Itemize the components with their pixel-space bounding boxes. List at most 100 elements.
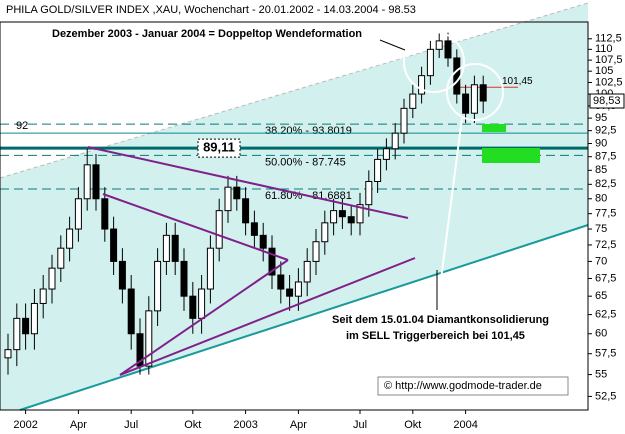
- trendline: [119, 257, 416, 376]
- y-tick-label: 87,5: [595, 151, 616, 163]
- trendline: [87, 146, 409, 219]
- candle-body: [30, 302, 38, 335]
- y-tick-label: 72,5: [595, 239, 616, 251]
- last-price-label: 98,53: [593, 95, 621, 107]
- y-tick-label: 102,5: [595, 76, 623, 88]
- level-label: 89,11: [203, 140, 235, 155]
- x-tick-label: Jul: [124, 419, 138, 431]
- y-tick-label: 62,5: [595, 308, 616, 320]
- target-zone: [482, 148, 540, 163]
- candle-body: [356, 204, 364, 224]
- candle-body: [268, 247, 276, 276]
- candle-body: [92, 164, 100, 200]
- candle-body: [171, 234, 179, 262]
- candle-body: [4, 349, 12, 359]
- candle-body: [162, 234, 170, 262]
- x-tick-label: Okt: [404, 419, 421, 431]
- candle-body: [198, 288, 206, 319]
- candle-body: [303, 260, 311, 283]
- x-tick-label: Okt: [184, 419, 201, 431]
- y-tick-label: 57,5: [595, 348, 616, 360]
- x-tick-label: 2004: [453, 419, 477, 431]
- annotation: im SELL Triggerbereich bei 101,45: [346, 330, 525, 342]
- fib-label: 38.20% - 93.8019: [265, 125, 352, 137]
- lower-channel-line: [19, 224, 589, 411]
- candle-body: [66, 228, 74, 249]
- highlight-circle: [446, 63, 504, 121]
- candle-body: [22, 317, 30, 335]
- y-tick-label: 105: [595, 65, 613, 77]
- y-tick-label: 75: [595, 223, 607, 235]
- level-label: 101,45: [502, 76, 533, 87]
- candle-body: [462, 93, 470, 114]
- candle-body: [74, 198, 82, 230]
- candle-body: [250, 222, 258, 236]
- candle-body: [479, 84, 487, 102]
- chart-title: PHILA GOLD/SILVER INDEX ,XAU, Wochenchar…: [6, 4, 416, 16]
- trendline: [119, 259, 289, 376]
- x-tick-label: Apr: [70, 419, 87, 431]
- candle-body: [338, 210, 346, 218]
- candle-body: [374, 158, 382, 182]
- candle-body: [48, 267, 56, 290]
- candle-body: [391, 132, 399, 150]
- y-tick-label: 60: [595, 328, 607, 340]
- y-tick-label: 70: [595, 255, 607, 267]
- candle-body: [453, 57, 461, 95]
- annotation: Dezember 2003 - Januar 2004 = Doppeltop …: [52, 28, 362, 40]
- candle-body: [57, 247, 65, 269]
- candle-body: [312, 241, 320, 262]
- level-label: 92: [16, 120, 28, 132]
- candle-body: [321, 222, 329, 243]
- candle-body: [145, 310, 153, 367]
- target-zone: [482, 124, 506, 132]
- annotation: Seit dem 15.01.04 Diamantkonsolidierung: [332, 314, 549, 326]
- y-tick-label: 95: [595, 112, 607, 124]
- candle-body: [365, 180, 373, 206]
- candle-body: [39, 288, 47, 304]
- candle-body: [435, 40, 443, 50]
- candle-body: [233, 186, 241, 200]
- y-tick-label: 55: [595, 368, 607, 380]
- candle-body: [127, 288, 135, 335]
- candle-body: [215, 210, 223, 249]
- pointer: [436, 117, 463, 311]
- x-tick-label: Jul: [353, 419, 367, 431]
- candle-body: [118, 260, 126, 290]
- copyright: © http://www.godmode-trader.de: [384, 380, 542, 392]
- candle-body: [409, 93, 417, 109]
- upper-channel-line: [0, 2, 589, 179]
- y-tick-label: 65: [595, 290, 607, 302]
- y-tick-label: 52,5: [595, 390, 616, 402]
- candle-body: [242, 198, 250, 224]
- x-tick-label: Apr: [290, 419, 307, 431]
- candle-body: [189, 295, 197, 319]
- candle-body: [277, 274, 285, 290]
- candle-body: [330, 210, 338, 224]
- candle-body: [83, 164, 91, 200]
- candle-body: [206, 247, 214, 290]
- plot-frame: [0, 21, 589, 411]
- candle-body: [259, 234, 267, 249]
- candle-body: [101, 198, 109, 230]
- candle-body: [426, 48, 434, 77]
- candle-body: [286, 288, 294, 297]
- candle-body: [347, 216, 355, 224]
- candle-body: [110, 228, 118, 262]
- y-tick-label: 82,5: [595, 178, 616, 190]
- candle-body: [382, 148, 390, 160]
- candle-body: [224, 186, 232, 212]
- y-tick-label: 112,5: [595, 33, 622, 45]
- candle-body: [470, 84, 478, 114]
- candle-body: [400, 107, 408, 134]
- y-tick-label: 92,5: [595, 125, 616, 137]
- x-tick-label: 2002: [13, 419, 37, 431]
- candle-body: [180, 260, 188, 297]
- y-tick-label: 85: [595, 164, 607, 176]
- candle-body: [294, 281, 302, 297]
- candle-body: [13, 317, 21, 351]
- y-tick-label: 110: [595, 43, 613, 55]
- highlight-circle: [403, 31, 465, 93]
- candle-body: [418, 75, 426, 95]
